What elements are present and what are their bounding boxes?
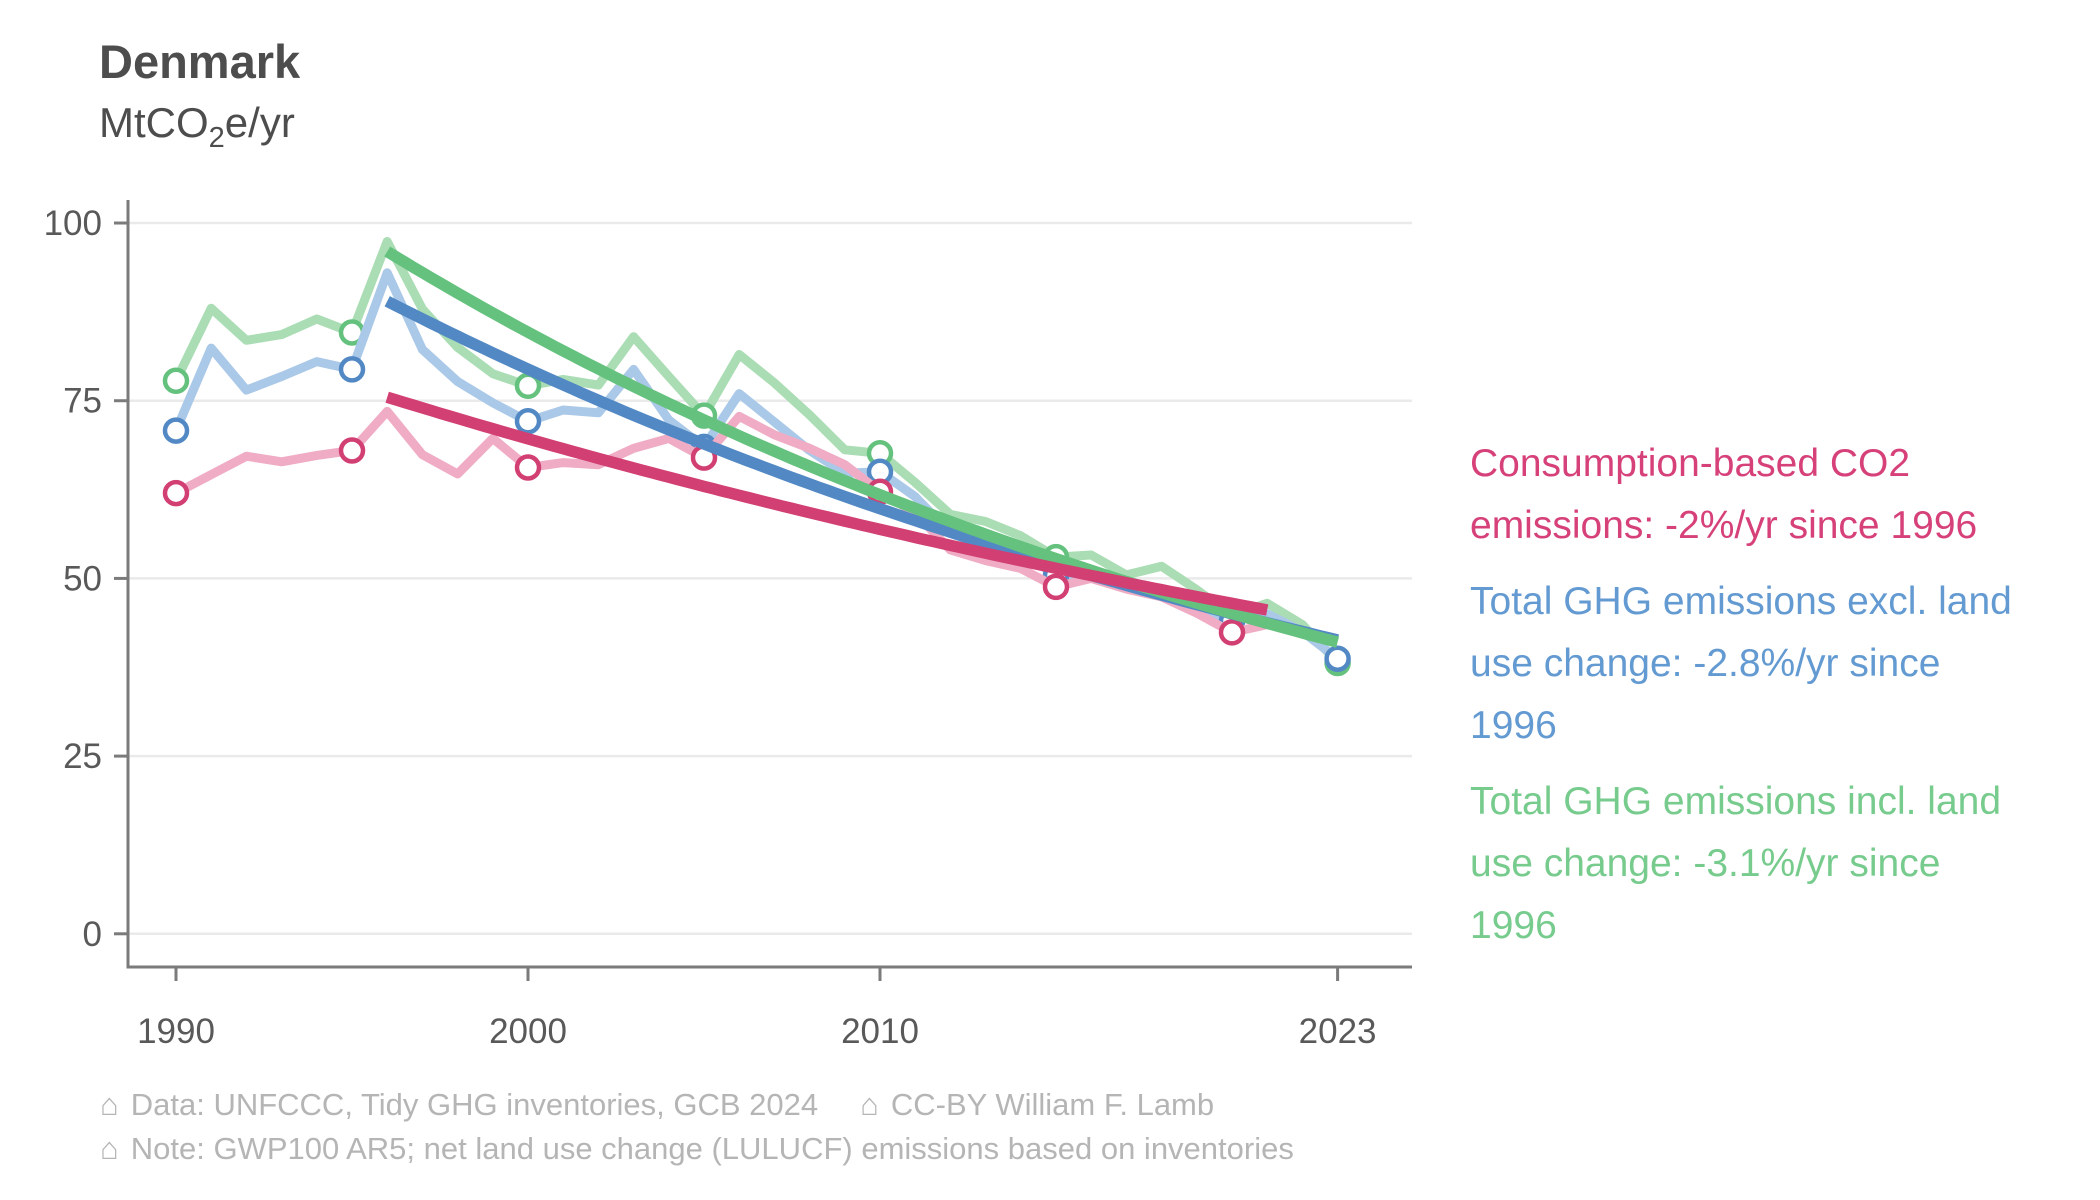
methodology-note: Note: GWP100 AR5; net land use change (L… (130, 1131, 1294, 1166)
unit-prefix: MtCO (99, 99, 209, 146)
marker-consumption-based-co2-emissions-1990 (162, 479, 190, 507)
y-tick-label-50: 50 (63, 559, 102, 598)
x-tick-label-2000: 2000 (489, 1012, 567, 1051)
y-axis-unit-label: MtCO2e/yr (99, 99, 295, 154)
y-tick-label-25: 25 (63, 737, 102, 776)
marker-total-ghg-emissions-incl-land-use-change-1990 (162, 367, 190, 395)
legend-ghg-incl-land-use: Total GHG emissions incl. land use chang… (1470, 780, 2002, 947)
legend-ghg-excl-land-use: Total GHG emissions excl. land use chang… (1470, 580, 2012, 747)
marker-total-ghg-emissions-excl-land-use-change-2023 (1324, 645, 1351, 672)
trend-line-consumption-based-co2-emissions (385, 391, 1269, 616)
y-tick-label-100: 100 (44, 204, 102, 243)
marker-consumption-based-co2-emissions-2015 (1042, 573, 1070, 601)
house-icon: ⌂ (860, 1087, 879, 1122)
page-title: Denmark (99, 35, 301, 88)
x-tick-label-1990: 1990 (137, 1012, 215, 1051)
series-line-total-ghg-emissions-incl-land-use-change (171, 237, 1343, 668)
data-source-note: Data: UNFCCC, Tidy GHG inventories, GCB … (130, 1087, 819, 1122)
house-icon: ⌂ (100, 1131, 119, 1166)
marker-total-ghg-emissions-excl-land-use-change-1995 (338, 356, 366, 383)
marker-total-ghg-emissions-excl-land-use-change-1990 (162, 417, 190, 444)
unit-subscript: 2 (208, 122, 225, 154)
legend: Consumption-based CO2 emissions: -2%/yr … (1470, 433, 2100, 971)
y-tick-label-75: 75 (63, 382, 102, 421)
marker-total-ghg-emissions-excl-land-use-change-2000 (514, 408, 542, 435)
x-tick-label-2023: 2023 (1299, 1012, 1377, 1051)
marker-consumption-based-co2-emissions-2000 (514, 454, 542, 481)
footer-line-1: ⌂ Data: UNFCCC, Tidy GHG inventories, GCB… (100, 1083, 1294, 1127)
marker-consumption-based-co2-emissions-1995 (338, 437, 366, 464)
x-tick-label-2010: 2010 (841, 1012, 919, 1051)
y-tick-label-0: 0 (83, 915, 102, 954)
house-icon: ⌂ (100, 1087, 119, 1122)
series-line-consumption-based-co2-emissions (171, 406, 1272, 637)
marker-consumption-based-co2-emissions-2020 (1218, 619, 1246, 646)
unit-suffix: e/yr (224, 99, 295, 146)
footer-notes: ⌂ Data: UNFCCC, Tidy GHG inventories, GCB… (100, 1083, 1294, 1171)
footer-line-2: ⌂ Note: GWP100 AR5; net land use change (… (100, 1127, 1294, 1171)
legend-consumption-co2: Consumption-based CO2 emissions: -2%/yr … (1470, 442, 1978, 547)
license-note: CC-BY William F. Lamb (890, 1087, 1215, 1122)
